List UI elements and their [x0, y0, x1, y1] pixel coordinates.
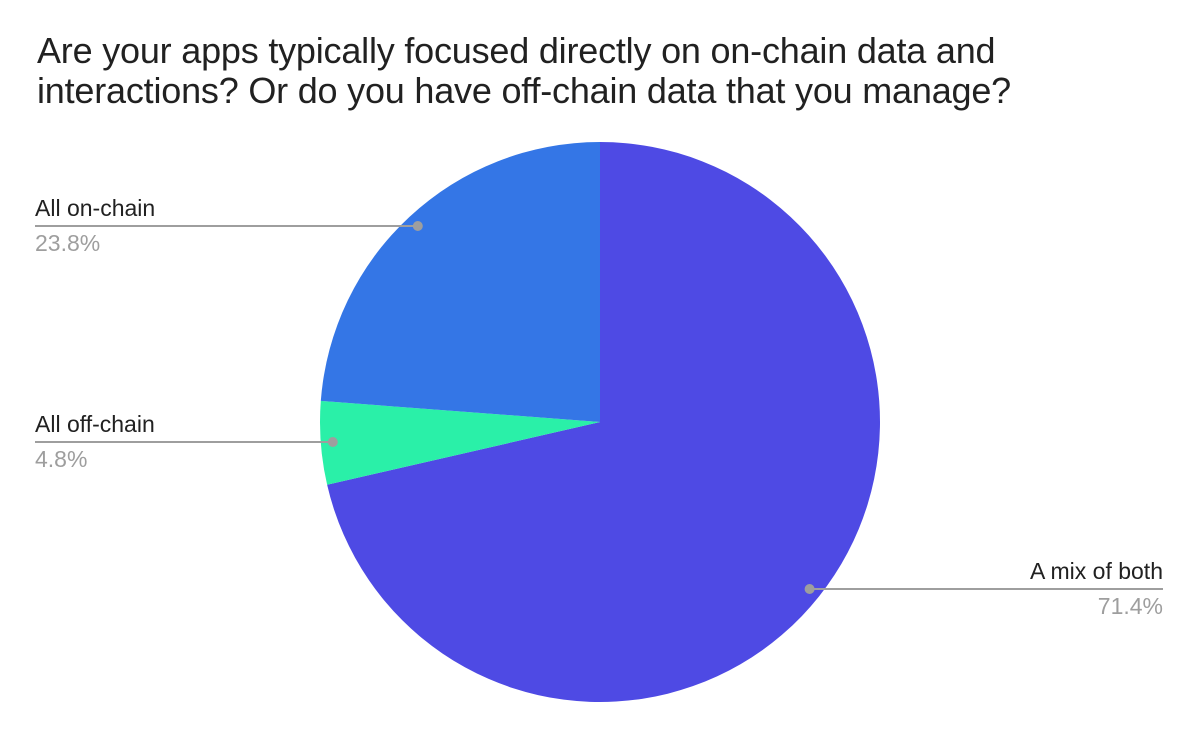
leader-dot-all-on-chain — [412, 221, 423, 231]
pie-slice-a-mix-of-both[interactable] — [327, 142, 880, 703]
leader-dot-a-mix-of-both — [804, 584, 815, 594]
chart-title-line-2: interactions? Or do you have off-chain d… — [37, 70, 1011, 111]
callout-all-on-chain: All on-chain 23.8% — [35, 195, 155, 256]
slice-label: All off-chain — [35, 411, 155, 437]
slice-label: All on-chain — [35, 195, 156, 221]
slice-label: A mix of both — [1030, 558, 1163, 584]
leader-dot-all-off-chain — [327, 437, 338, 447]
slice-percent: 23.8% — [35, 230, 101, 256]
pie-slice-all-on-chain[interactable] — [320, 142, 600, 422]
pie-slice-all-off-chain[interactable] — [320, 400, 600, 485]
slice-percent: 71.4% — [1097, 593, 1163, 619]
callout-all-off-chain: All off-chain 4.8% — [35, 411, 155, 472]
slice-percent: 4.8% — [35, 446, 88, 472]
callout-a-mix-of-both: A mix of both 71.4% — [1030, 558, 1163, 619]
chart-title: Are your apps typically focused directly… — [37, 31, 1170, 111]
chart-title-line-1: Are your apps typically focused directly… — [37, 30, 996, 71]
